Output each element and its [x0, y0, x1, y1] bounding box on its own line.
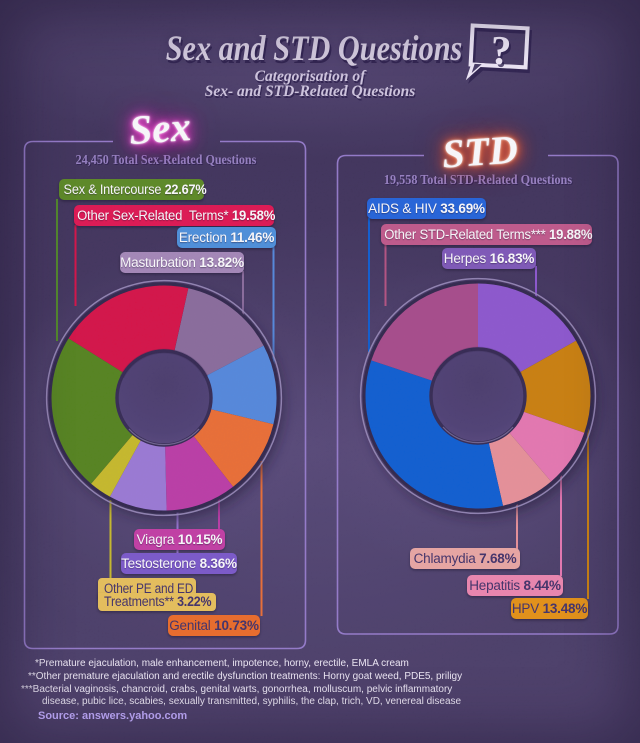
svg-text:?: ?	[489, 27, 512, 74]
